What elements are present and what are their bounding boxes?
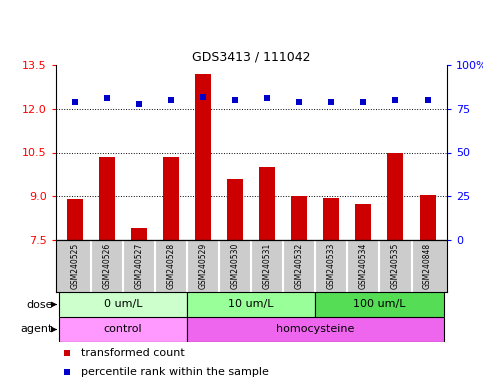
Text: GSM240526: GSM240526 bbox=[102, 243, 112, 289]
Bar bbox=[259, 167, 275, 240]
Title: GDS3413 / 111042: GDS3413 / 111042 bbox=[192, 51, 311, 64]
Text: GSM240530: GSM240530 bbox=[230, 243, 240, 289]
Point bbox=[167, 97, 175, 103]
Point bbox=[103, 95, 111, 101]
Point bbox=[199, 93, 207, 99]
Text: GSM240529: GSM240529 bbox=[199, 243, 208, 289]
Text: GSM240848: GSM240848 bbox=[423, 243, 432, 289]
Text: GSM240532: GSM240532 bbox=[295, 243, 304, 289]
Text: percentile rank within the sample: percentile rank within the sample bbox=[81, 367, 269, 377]
Text: GSM240527: GSM240527 bbox=[134, 243, 143, 289]
Text: 10 um/L: 10 um/L bbox=[228, 300, 274, 310]
Bar bbox=[355, 204, 371, 240]
Point bbox=[63, 369, 71, 375]
Text: GSM240525: GSM240525 bbox=[71, 243, 79, 289]
Bar bbox=[59, 292, 187, 317]
Point bbox=[71, 99, 79, 105]
Text: dose: dose bbox=[27, 300, 53, 310]
Bar bbox=[187, 292, 315, 317]
Bar bbox=[323, 198, 340, 240]
Text: GSM240533: GSM240533 bbox=[327, 243, 336, 289]
Bar bbox=[315, 292, 443, 317]
Text: GSM240534: GSM240534 bbox=[359, 243, 368, 289]
Text: 0 um/L: 0 um/L bbox=[104, 300, 142, 310]
Point bbox=[263, 95, 271, 101]
Bar bbox=[131, 228, 147, 240]
Text: control: control bbox=[103, 324, 142, 334]
Text: GSM240535: GSM240535 bbox=[391, 243, 400, 289]
Bar bbox=[187, 317, 443, 342]
Bar bbox=[59, 317, 187, 342]
Point bbox=[296, 99, 303, 105]
Point bbox=[359, 99, 367, 105]
Point bbox=[135, 101, 143, 107]
Point bbox=[327, 99, 335, 105]
Point bbox=[424, 97, 431, 103]
Text: agent: agent bbox=[21, 324, 53, 334]
Point bbox=[63, 350, 71, 356]
Text: homocysteine: homocysteine bbox=[276, 324, 355, 334]
Text: transformed count: transformed count bbox=[81, 348, 185, 358]
Point bbox=[392, 97, 399, 103]
Bar bbox=[195, 74, 211, 240]
Text: 100 um/L: 100 um/L bbox=[353, 300, 406, 310]
Text: GSM240528: GSM240528 bbox=[167, 243, 175, 289]
Bar bbox=[99, 157, 115, 240]
Text: GSM240531: GSM240531 bbox=[263, 243, 272, 289]
Bar bbox=[420, 195, 436, 240]
Point bbox=[231, 97, 239, 103]
Bar bbox=[163, 157, 179, 240]
Bar bbox=[291, 196, 307, 240]
Bar bbox=[387, 152, 403, 240]
Bar bbox=[227, 179, 243, 240]
Bar bbox=[67, 199, 83, 240]
